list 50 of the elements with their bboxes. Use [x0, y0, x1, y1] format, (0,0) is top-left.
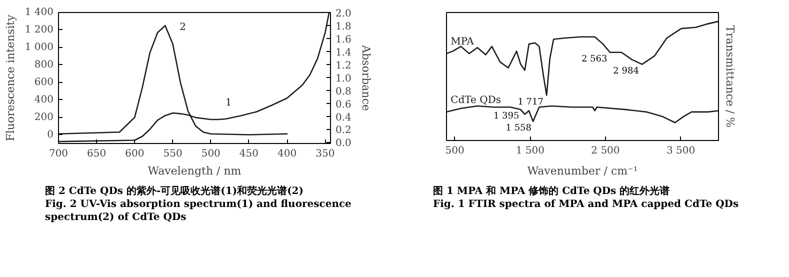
series-label: MPA — [450, 36, 475, 48]
x-tick-label: 500 — [201, 148, 220, 160]
y2-tick-label: 0.0 — [336, 138, 352, 150]
y-tick-label: 400 — [34, 94, 54, 106]
y-tick-label: 800 — [34, 59, 54, 70]
y2-tick-label: 0.8 — [336, 86, 352, 98]
y2-tick-label: 2.0 — [336, 8, 352, 20]
x-tick-label: 1 500 — [516, 146, 544, 156]
y2-tick-label: 0.2 — [336, 125, 352, 136]
y2-tick-label: 1.6 — [336, 34, 352, 46]
y-axis-title: Fluorescence intensity — [4, 14, 17, 142]
y-tick-label: 1 200 — [24, 24, 54, 36]
caption: 图 1 MPA 和 MPA 修饰的 CdTe QDs 的红外光谱 — [433, 186, 670, 197]
annotation: 2 984 — [613, 66, 640, 76]
series-label: 2 — [180, 22, 186, 33]
x-tick-label: 700 — [48, 148, 68, 160]
x-tick-label: 600 — [125, 148, 144, 160]
y-tick-label: 200 — [34, 112, 54, 123]
x-axis-title: Wavelength / nm — [148, 164, 242, 178]
series-label: 1 — [225, 98, 232, 109]
x-tick-label: 550 — [163, 148, 182, 160]
caption: 图 2 CdTe QDs 的紫外-可见吸收光谱(1)和荧光光谱(2) — [45, 186, 304, 197]
x-axis-title: Wavenumber / cm⁻¹ — [527, 164, 638, 178]
x-tick-label: 450 — [239, 148, 259, 160]
y-tick-label: 1 000 — [24, 42, 54, 53]
y2-axis-title: Absorbance — [359, 44, 372, 111]
annotation: 2 563 — [581, 54, 608, 64]
x-tick-label: 400 — [278, 148, 297, 160]
x-tick-label: 350 — [316, 148, 335, 160]
x-tick-label: 500 — [445, 146, 464, 156]
x-tick-label: 3 500 — [666, 146, 696, 156]
series-label: CdTe QDs — [450, 94, 501, 106]
y-tick-label: 0 — [47, 129, 54, 140]
y-axis-title: Transmittance / % — [724, 25, 736, 128]
annotation: 1 717 — [518, 97, 544, 108]
y2-tick-label: 1.4 — [336, 47, 352, 58]
line-series — [58, 12, 330, 142]
y-tick-label: 1 400 — [24, 7, 54, 18]
y-tick-label: 600 — [34, 76, 54, 88]
y2-tick-label: 0.6 — [336, 99, 352, 110]
y2-tick-label: 1.8 — [336, 21, 352, 32]
y2-tick-label: 0.4 — [336, 112, 352, 124]
x-tick-label: 650 — [87, 148, 106, 160]
annotation: 1 395 — [493, 112, 520, 122]
caption: Fig. 1 FTIR spectra of MPA and MPA capped CdTe QDs — [433, 199, 739, 210]
annotation: 1 558 — [506, 123, 532, 134]
y2-tick-label: 1.0 — [336, 73, 352, 84]
x-tick-label: 2 500 — [591, 146, 620, 156]
caption: Fig. 2 UV-Vis absorption spectrum(1) and fluorescence spectrum(2) of CdTe QDs — [45, 199, 352, 223]
y2-tick-label: 1.2 — [336, 60, 352, 72]
